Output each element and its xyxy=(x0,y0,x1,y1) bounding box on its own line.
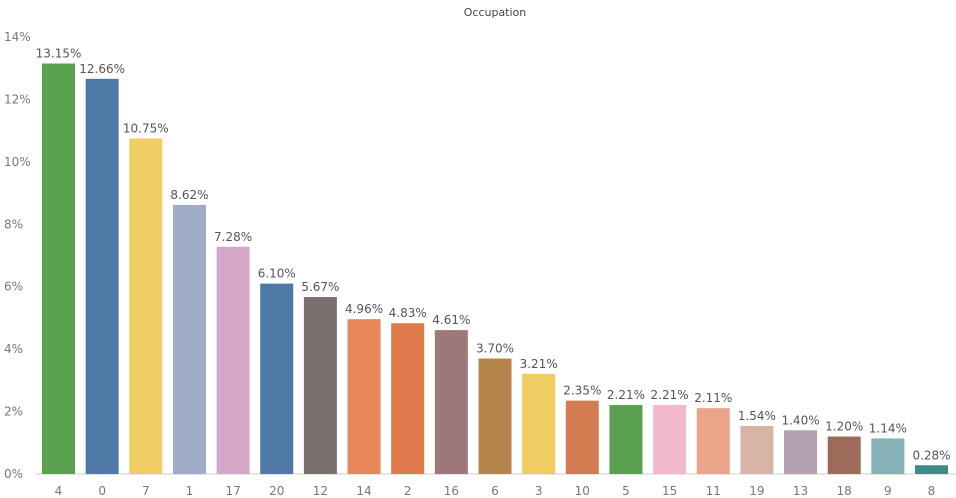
x-tick-label: 5 xyxy=(622,484,630,498)
x-tick-label: 18 xyxy=(837,484,852,498)
bar-20 xyxy=(260,283,294,474)
x-tick-label: 19 xyxy=(749,484,764,498)
bar-8 xyxy=(915,465,948,474)
y-tick-label: 4% xyxy=(4,342,23,356)
bar-value-label: 1.20% xyxy=(825,420,863,434)
x-tick-label: 9 xyxy=(884,484,892,498)
x-tick-label: 13 xyxy=(793,484,808,498)
bar-value-label: 1.54% xyxy=(738,409,776,423)
x-tick-label: 10 xyxy=(575,484,590,498)
bar-10 xyxy=(565,400,599,474)
bar-1 xyxy=(172,204,206,474)
x-tick-label: 6 xyxy=(491,484,499,498)
x-tick-label: 7 xyxy=(142,484,150,498)
bar-value-label: 7.28% xyxy=(214,230,252,244)
bar-value-label: 2.35% xyxy=(563,384,601,398)
bar-4 xyxy=(42,63,75,475)
bar-value-label: 0.28% xyxy=(912,448,950,462)
bar-0 xyxy=(85,78,119,474)
bar-value-label: 13.15% xyxy=(36,47,82,61)
bar-value-label: 12.66% xyxy=(79,62,125,76)
x-tick-label: 14 xyxy=(356,484,371,498)
bar-value-label: 1.14% xyxy=(869,421,907,435)
bar-value-label: 10.75% xyxy=(123,121,169,135)
x-tick-label: 1 xyxy=(186,484,194,498)
bar-7 xyxy=(129,138,163,475)
bar-value-label: 2.21% xyxy=(651,388,689,402)
x-axis: 4 0 7 1 17 20 12 14 2 16 6 3 10 5 15 11 19 13 18 9 8 xyxy=(55,484,936,498)
y-axis: 0% 2% 4% 6% 8% 10% 12% 14% xyxy=(4,30,31,481)
bar-value-label: 6.10% xyxy=(258,267,296,281)
data-labels: 13.15%12.66% 10.75% 8.62% 7.28% 6.10% 5.67% 4.… xyxy=(36,47,951,463)
chart-title: Occupation xyxy=(464,6,527,19)
bar-17 xyxy=(216,246,250,474)
bar-2 xyxy=(391,323,425,474)
bar-value-label: 2.11% xyxy=(694,391,732,405)
y-tick-label: 6% xyxy=(4,280,23,294)
bars xyxy=(42,63,948,475)
bar-11 xyxy=(696,408,730,474)
y-tick-label: 10% xyxy=(4,155,31,169)
bar-9 xyxy=(871,438,905,474)
x-tick-label: 16 xyxy=(444,484,459,498)
bar-15 xyxy=(653,405,687,474)
bar-value-label: 3.21% xyxy=(520,357,558,371)
x-tick-label: 8 xyxy=(928,484,936,498)
bar-value-label: 8.62% xyxy=(170,188,208,202)
x-tick-label: 15 xyxy=(662,484,677,498)
y-tick-label: 8% xyxy=(4,217,23,231)
x-tick-label: 20 xyxy=(269,484,284,498)
bar-12 xyxy=(303,297,337,474)
bar-6 xyxy=(478,358,512,474)
y-tick-label: 14% xyxy=(4,30,31,44)
x-tick-label: 11 xyxy=(706,484,721,498)
bar-value-label: 4.61% xyxy=(432,313,470,327)
bar-value-label: 1.40% xyxy=(781,413,819,427)
bar-19 xyxy=(740,425,774,474)
bar-value-label: 4.96% xyxy=(345,302,383,316)
bar-14 xyxy=(347,319,381,474)
x-tick-label: 0 xyxy=(98,484,106,498)
x-tick-label: 12 xyxy=(313,484,328,498)
y-tick-label: 0% xyxy=(4,467,23,481)
y-tick-label: 12% xyxy=(4,92,31,106)
bar-18 xyxy=(827,436,861,474)
bar-value-label: 2.21% xyxy=(607,388,645,402)
bar-value-label: 4.83% xyxy=(389,306,427,320)
bar-5 xyxy=(609,405,643,474)
x-tick-label: 3 xyxy=(535,484,543,498)
bar-3 xyxy=(522,373,556,474)
bar-13 xyxy=(784,430,818,474)
x-tick-label: 17 xyxy=(225,484,240,498)
bar-value-label: 3.70% xyxy=(476,342,514,356)
x-tick-label: 2 xyxy=(404,484,412,498)
x-tick-label: 4 xyxy=(55,484,63,498)
bar-value-label: 5.67% xyxy=(301,280,339,294)
bar-16 xyxy=(434,330,468,474)
y-tick-label: 2% xyxy=(4,405,23,419)
